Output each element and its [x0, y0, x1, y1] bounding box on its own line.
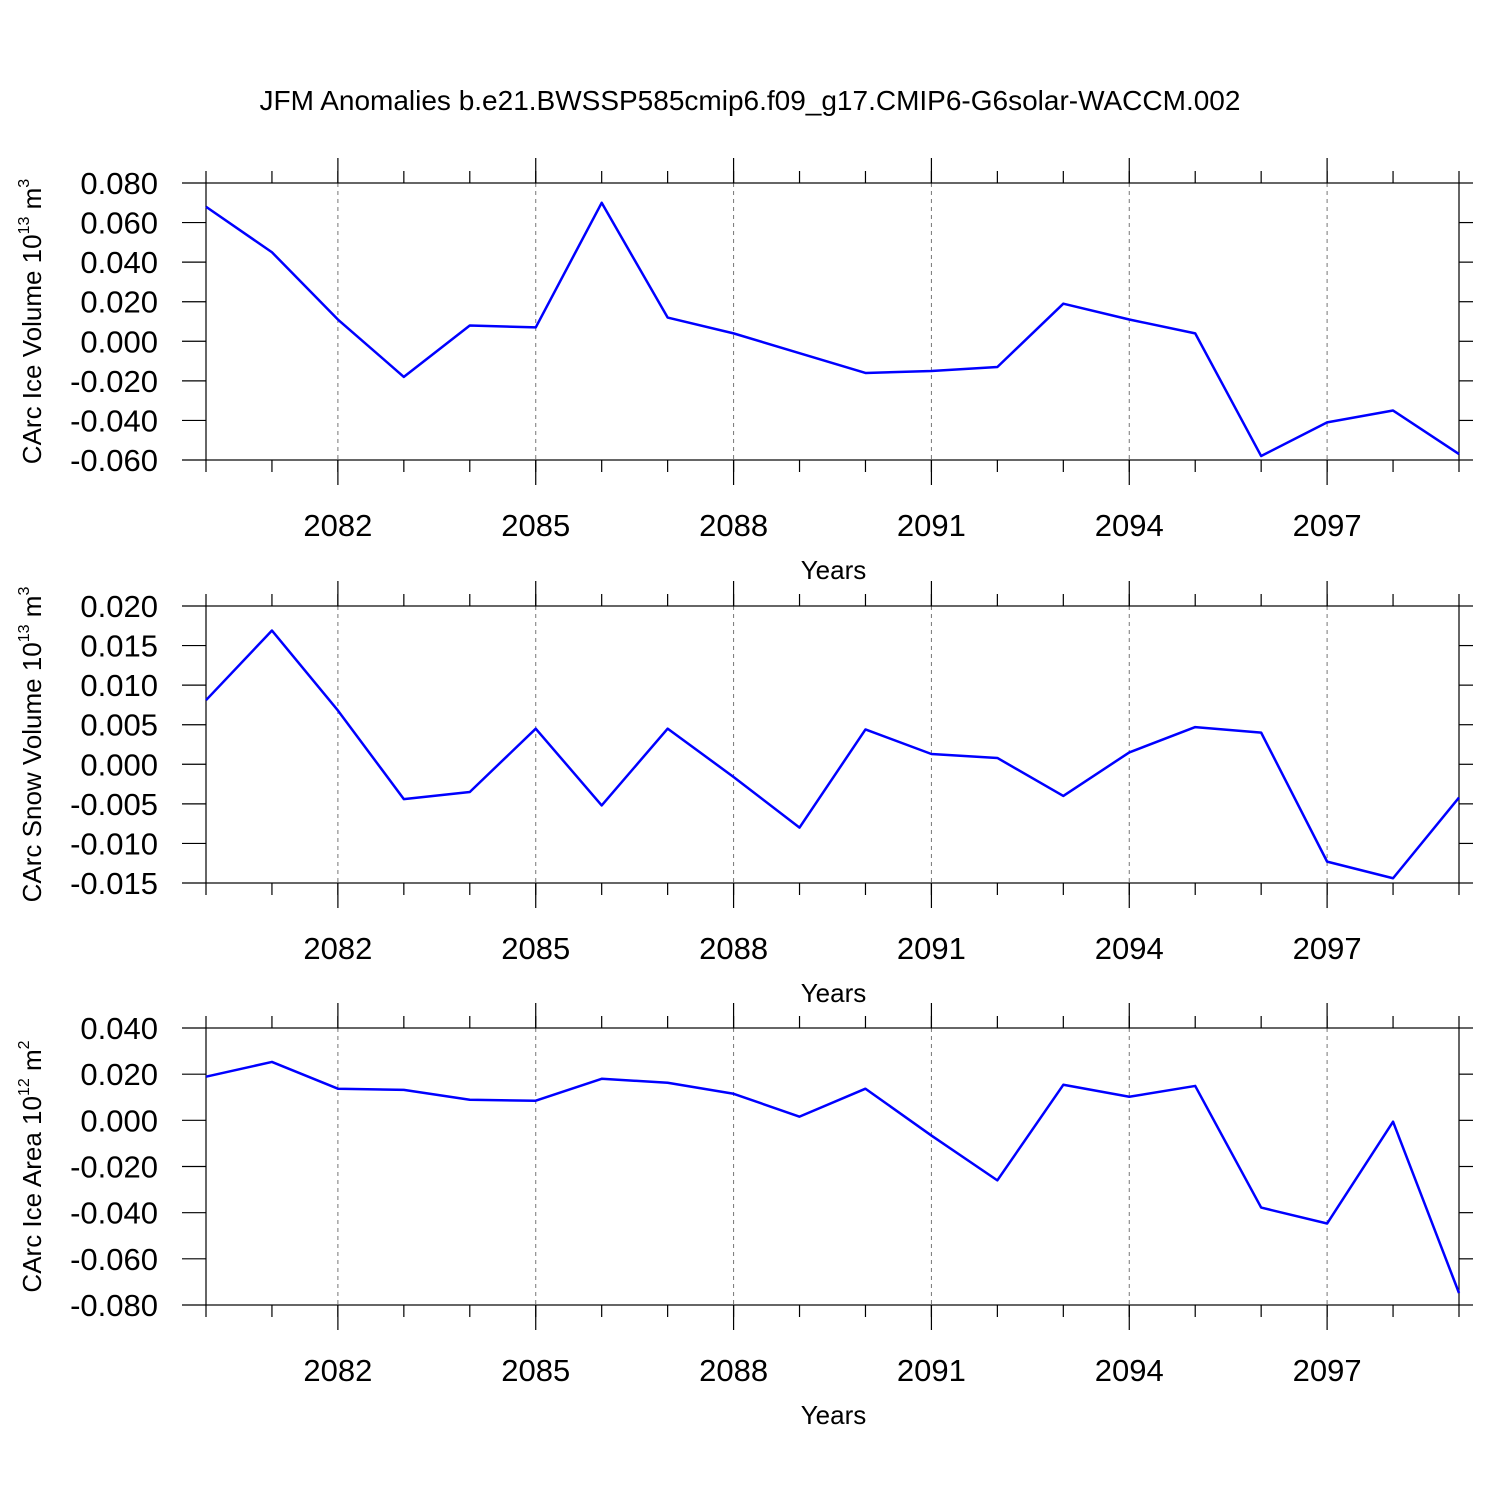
- x-tick-label: 2085: [501, 931, 570, 966]
- x-tick-label: 2082: [303, 508, 372, 543]
- y-tick-label: -0.005: [70, 787, 158, 822]
- y-tick-label: 0.040: [80, 245, 158, 280]
- y-tick-label: 0.060: [80, 206, 158, 241]
- y-axis-label-part: CArc Ice Area 10: [17, 1096, 47, 1293]
- plot-frame: [205, 182, 1460, 461]
- y-tick-label: -0.060: [70, 1242, 158, 1277]
- x-tick-label: 2091: [897, 508, 966, 543]
- y-tick-label: -0.080: [70, 1288, 158, 1323]
- x-tick-label: 2088: [699, 931, 768, 966]
- figure-title: JFM Anomalies b.e21.BWSSP585cmip6.f09_g1…: [260, 85, 1241, 116]
- x-axis-label: Years: [801, 555, 867, 585]
- y-tick-label: -0.020: [70, 1150, 158, 1185]
- plot-frame: [205, 1027, 1460, 1306]
- x-tick-label: 2082: [303, 1353, 372, 1388]
- x-tick-label: 2085: [501, 1353, 570, 1388]
- y-axis-label-exponent: 2: [16, 1040, 33, 1049]
- data-line: [205, 1060, 1461, 1294]
- y-axis-label-part: m: [17, 188, 47, 217]
- y-tick-label: 0.000: [80, 324, 158, 359]
- y-tick-label: -0.040: [70, 1196, 158, 1231]
- y-tick-label: -0.020: [70, 364, 158, 399]
- x-tick-label: 2088: [699, 508, 768, 543]
- x-tick-label: 2097: [1293, 931, 1362, 966]
- y-tick-label: -0.060: [70, 443, 158, 478]
- y-axis-label-part: CArc Snow Volume 10: [17, 642, 47, 902]
- y-tick-label: 0.000: [80, 747, 158, 782]
- x-tick-label: 2097: [1293, 508, 1362, 543]
- y-axis-label-part: CArc Ice Volume 10: [17, 234, 47, 464]
- x-axis-label: Years: [801, 1400, 867, 1430]
- x-tick-label: 2091: [897, 1353, 966, 1388]
- y-axis-label-exponent: 3: [16, 587, 33, 596]
- y-tick-label: -0.015: [70, 866, 158, 901]
- y-axis-label-part: m: [17, 1049, 47, 1078]
- y-axis-label-exponent: 3: [16, 179, 33, 188]
- x-tick-label: 2088: [699, 1353, 768, 1388]
- y-tick-label: 0.020: [80, 589, 158, 624]
- y-tick-label: 0.015: [80, 629, 158, 664]
- y-tick-label: 0.020: [80, 285, 158, 320]
- y-axis-label: CArc Snow Volume 1013 m3: [16, 587, 47, 903]
- x-axis-label: Years: [801, 978, 867, 1008]
- x-tick-label: 2082: [303, 931, 372, 966]
- y-axis-label-exponent: 12: [16, 1078, 33, 1096]
- y-tick-label: -0.010: [70, 826, 158, 861]
- y-tick-label: 0.020: [80, 1057, 158, 1092]
- y-tick-label: 0.080: [80, 166, 158, 201]
- x-tick-label: 2094: [1095, 931, 1164, 966]
- y-axis-label-exponent: 13: [16, 624, 33, 642]
- y-axis-label: CArc Ice Volume 1013 m3: [16, 179, 47, 464]
- x-tick-label: 2094: [1095, 1353, 1164, 1388]
- x-tick-label: 2085: [501, 508, 570, 543]
- y-tick-label: 0.000: [80, 1103, 158, 1138]
- x-tick-label: 2097: [1293, 1353, 1362, 1388]
- y-tick-label: 0.010: [80, 668, 158, 703]
- data-line: [205, 629, 1460, 880]
- y-tick-label: 0.040: [80, 1011, 158, 1046]
- y-tick-label: 0.005: [80, 708, 158, 743]
- y-tick-label: -0.040: [70, 403, 158, 438]
- y-axis-label-part: m: [17, 596, 47, 625]
- x-tick-label: 2094: [1095, 508, 1164, 543]
- x-tick-label: 2091: [897, 931, 966, 966]
- y-axis-label-exponent: 13: [16, 217, 33, 235]
- data-line: [205, 201, 1460, 458]
- y-axis-label: CArc Ice Area 1012 m2: [16, 1040, 47, 1292]
- plot-frame: [205, 605, 1460, 884]
